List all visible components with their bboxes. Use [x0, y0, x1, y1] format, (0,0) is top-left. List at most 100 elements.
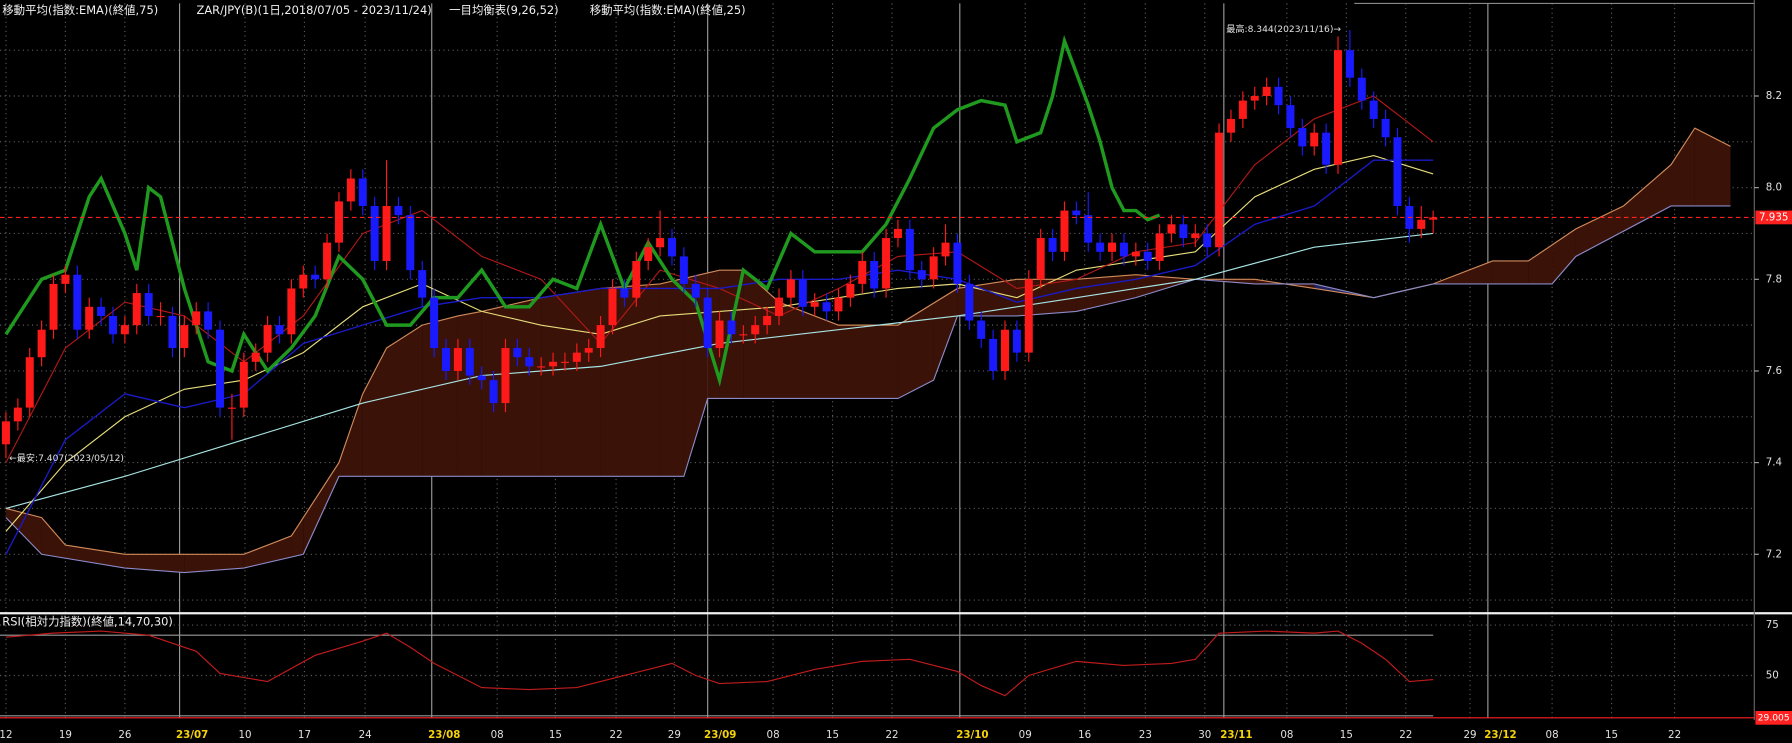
candle-body	[965, 283, 974, 321]
candle-body	[192, 311, 201, 326]
header-text: 移動平均(指数:EMA)(終値,75)	[2, 3, 158, 17]
candle-body	[132, 293, 141, 326]
high-annotation: 最高:8.344(2023/11/16)→	[1226, 23, 1341, 35]
candle-body	[703, 297, 712, 349]
low-annotation: ←最安:7.407(2023/05/12)	[9, 452, 124, 464]
candle-body	[1036, 238, 1045, 280]
cloud-fill	[1694, 128, 1731, 206]
candle-body	[882, 238, 891, 289]
candle-body	[1298, 128, 1307, 147]
candle-body	[1191, 233, 1200, 239]
candle-body	[1084, 215, 1093, 243]
candle-body	[1322, 132, 1331, 165]
x-tick-label: 30	[1198, 729, 1211, 741]
candle-body	[144, 293, 153, 316]
last-price-label: 7.935	[1759, 211, 1788, 223]
y-tick-label: 8.0	[1766, 182, 1782, 194]
candle-body	[1179, 224, 1188, 239]
x-tick-label: 08	[767, 729, 780, 741]
x-tick-label: 22	[1668, 729, 1681, 741]
candle-body	[1167, 224, 1176, 234]
x-tick-label: 08	[491, 729, 504, 741]
candle-body	[156, 315, 165, 318]
rsi-pane: 75 50 29.005	[0, 619, 1792, 725]
last-price-box	[1755, 210, 1792, 225]
x-tick-label: 12	[0, 729, 12, 741]
candle-body	[61, 274, 70, 284]
candle-body	[1238, 100, 1247, 119]
x-tick-label: 09	[1019, 729, 1032, 741]
x-tick-label: 10	[238, 729, 251, 741]
x-tick-label: 19	[59, 729, 72, 741]
candle-body	[180, 325, 189, 349]
candle-body	[929, 256, 938, 280]
candle-body	[763, 315, 772, 326]
candle-body	[1119, 242, 1128, 257]
cloud-fill	[1528, 244, 1553, 284]
cloud-fill	[65, 545, 125, 569]
cloud-fill	[5, 508, 42, 555]
cloud-fill	[1623, 164, 1672, 232]
cloud-fill	[362, 348, 387, 477]
cloud-fill	[338, 393, 363, 477]
candle-body	[525, 357, 534, 367]
candle-body	[1072, 210, 1081, 216]
candle-body	[572, 352, 581, 362]
candle-body	[834, 297, 843, 312]
candle-body	[85, 306, 94, 330]
cloud-fill	[1492, 260, 1529, 284]
x-tick-label: 15	[826, 729, 839, 741]
candle-body	[1345, 50, 1354, 78]
candle-body	[1155, 233, 1164, 261]
x-tick-label: 16	[1078, 729, 1091, 741]
candle-body	[263, 325, 272, 353]
candle-body	[477, 375, 486, 381]
candle-body	[1262, 86, 1271, 96]
header-text: 一目均衡表(9,26,52)	[449, 3, 558, 17]
y-tick-label: 50	[1766, 669, 1779, 681]
cloud-fill	[41, 517, 66, 559]
candle-body	[905, 228, 914, 271]
candle-body	[893, 228, 902, 239]
candle-body	[287, 288, 296, 335]
candle-body	[501, 348, 510, 404]
candle-body	[739, 334, 748, 336]
cloud-fill	[124, 554, 185, 573]
candle-body	[73, 274, 82, 330]
candle-body	[1429, 217, 1438, 220]
candle-body	[97, 306, 106, 316]
y-tick-label: 7.4	[1766, 457, 1782, 469]
candle-body	[465, 348, 474, 376]
candle-body	[1286, 105, 1295, 129]
y-tick-label: 75	[1766, 619, 1779, 631]
cloud-fill	[779, 302, 839, 399]
candle-body	[1131, 251, 1140, 257]
candle-body	[1381, 118, 1390, 138]
cloud-fill	[481, 297, 542, 477]
rsi-marker-label: 29.005	[1758, 713, 1790, 723]
candle-body	[1203, 233, 1212, 248]
plot	[0, 30, 1755, 555]
candle-body	[204, 311, 213, 330]
cloud-fill	[933, 288, 958, 381]
candle-body	[108, 315, 117, 335]
candle-body	[1096, 242, 1105, 252]
cloud-fill	[1671, 128, 1695, 206]
month-label: 23/10	[956, 729, 988, 741]
month-label: 23/12	[1484, 729, 1516, 741]
candle-body	[1215, 132, 1224, 248]
candle-body	[584, 348, 593, 353]
candle-body	[822, 302, 831, 312]
header-text: 移動平均(指数:EMA)(終値,25)	[590, 3, 746, 17]
candle-body	[608, 288, 617, 326]
candle-body	[846, 283, 855, 298]
cloud-fill	[897, 303, 934, 399]
line-series	[5, 205, 1731, 574]
candle-body	[1048, 238, 1057, 252]
rsi-marker-box	[1755, 710, 1792, 725]
candle-body	[1, 421, 10, 445]
y-tick-label: 8.2	[1766, 90, 1782, 102]
candle-body	[13, 407, 22, 422]
